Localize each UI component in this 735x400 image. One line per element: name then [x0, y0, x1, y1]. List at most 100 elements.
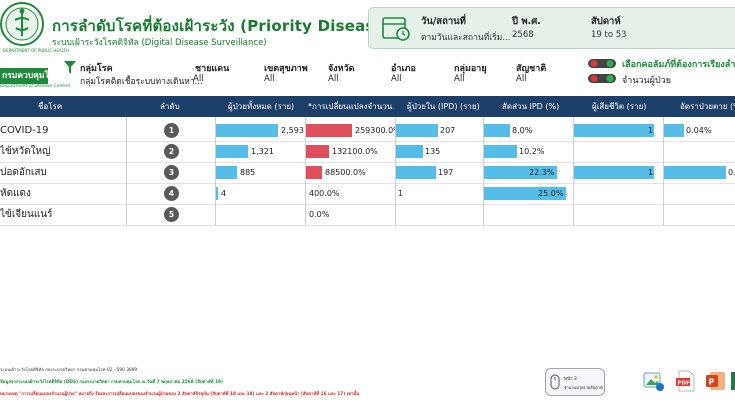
sort-column-title: เลือกคอลัมภ์ที่ต้องการเรียงลำ...: [622, 60, 735, 70]
deaths-bar: [574, 124, 654, 137]
rank-badge: 3: [164, 165, 179, 180]
ipd-ratio-value: 10.2%: [519, 147, 545, 156]
pdf-export-icon[interactable]: PDF: [675, 370, 697, 396]
change-rate-value: 132100.0%: [332, 147, 378, 156]
svg-text:PDF: PDF: [678, 381, 691, 387]
table-row[interactable]: หัดแดง 4 4 400.0% 1 25.0%: [0, 183, 735, 204]
sort-option-patients[interactable]: จำนวนผู้ป่วย: [622, 76, 671, 86]
filter-province-label: จังหวัด: [328, 64, 355, 74]
filter-disease-group-value[interactable]: กลุ่มโรคติดเชื้อระบบทางเดินหา...: [80, 77, 203, 87]
ipd-ratio-value: 22.3%: [529, 168, 555, 177]
rank-badge: 2: [164, 144, 179, 159]
page-2-label: หน้า 2: [564, 377, 577, 382]
cfr-bar: [664, 124, 684, 137]
page-2-button[interactable]: หน้า 2 จำนวนป่วยรายสัปดาห์: [545, 368, 605, 396]
total-patients-value: 885: [240, 168, 256, 177]
filter-province-value[interactable]: All: [328, 74, 339, 84]
disease-name: ปอดอักเสบ: [0, 167, 47, 178]
header-change-rate[interactable]: *การเปลี่ยนแปลงจำนวน...: [308, 102, 394, 111]
ipd-ratio-bar: [484, 187, 566, 200]
disease-name: COVID-19: [0, 125, 49, 136]
excel-export-icon[interactable]: [731, 372, 735, 394]
filter-icon[interactable]: [64, 60, 76, 79]
table-header: ชื่อโรค ลำดับ ผู้ป่วยทั้งหมด (ราย) *การเ…: [0, 96, 735, 117]
ipd-ratio-bar: [484, 166, 557, 179]
table-row[interactable]: COVID-19 1 2,593 259300.0% 207 8.0% 1 0.04%: [0, 120, 735, 141]
ipd-ratio-value: 8.0%: [512, 126, 533, 135]
cfr-bar: [664, 166, 726, 179]
footer-contact: ระบบเฝ้าระวังโรคดิจิทัล กองระบาดวิทยา กร…: [0, 368, 138, 373]
rank-badge: 1: [164, 123, 179, 138]
ipd-ratio-bar: [484, 145, 517, 158]
ipd-patients-value: 135: [425, 147, 441, 156]
ppt-export-icon[interactable]: P: [705, 370, 727, 396]
total-patients-bar: [216, 187, 218, 200]
total-patients-value: 1,321: [251, 147, 274, 156]
header-deaths[interactable]: ผู้เสียชีวิต (ราย): [592, 102, 647, 111]
change-rate-value: 0.0%: [309, 210, 330, 219]
calendar-icon: [381, 14, 411, 46]
header-case-fatality-rate[interactable]: อัตราป่วยตาย (%): [680, 102, 735, 111]
total-patients-bar: [216, 145, 248, 158]
filter-health-region-value[interactable]: All: [264, 74, 275, 84]
disease-name: ไข้หวัดใหญ่: [0, 146, 51, 157]
date-value[interactable]: ตามวันและสถานที่เริ่ม...: [421, 33, 511, 43]
header-ipd-ratio[interactable]: สัดส่วน IPD (%): [502, 102, 560, 111]
disease-name: หัดแดง: [0, 188, 31, 199]
ipd-patients-bar: [396, 145, 423, 158]
filter-nationality-value[interactable]: All: [516, 74, 527, 84]
ipd-patients-value: 197: [438, 168, 454, 177]
rank-badge: 5: [164, 207, 179, 222]
total-patients-value: 2,593: [281, 126, 304, 135]
total-patients-bar: [216, 166, 237, 179]
change-rate-bar: [306, 166, 322, 179]
header-total-patients[interactable]: ผู้ป่วยทั้งหมด (ราย): [228, 102, 295, 111]
total-patients-value: 4: [221, 189, 227, 198]
org-label: กรมควบคุมโรค: [0, 68, 48, 84]
year-label: ปี พ.ศ.: [512, 16, 541, 27]
table-row[interactable]: ปอดอักเสบ 3 885 88500.0% 197 22.3% 1 0.1: [0, 162, 735, 183]
filter-age-group-value[interactable]: All: [454, 74, 465, 84]
report-info-panel: วัน/สถานที่ ตามวันและสถานที่เริ่ม... ปี …: [368, 7, 735, 49]
ipd-ratio-value: 25.0%: [538, 189, 564, 198]
deaths-value: 1: [648, 168, 654, 177]
image-export-icon[interactable]: [643, 370, 665, 396]
table-row[interactable]: ไข้หวัดใหญ่ 2 1,321 132100.0% 135 10.2%: [0, 141, 735, 162]
ipd-patients-bar: [396, 166, 436, 179]
filter-nationality-label: สัญชาติ: [516, 64, 547, 74]
cfr-value: 0.1: [728, 168, 735, 177]
change-rate-bar: [306, 124, 352, 137]
footer-note: หมายเหตุ "การเปลี่ยนแปลงจำนวนผู้ป่วย" หม…: [0, 392, 360, 397]
date-label: วัน/สถานที่: [421, 16, 466, 27]
filter-district-value[interactable]: All: [391, 74, 402, 84]
change-rate-value: 88500.0%: [325, 168, 366, 177]
change-rate-bar: [306, 145, 329, 158]
week-label: สัปดาห์: [591, 16, 621, 27]
ipd-patients-bar: [396, 124, 438, 137]
change-rate-value: 259300.0%: [355, 126, 401, 135]
total-patients-bar: [216, 124, 278, 137]
header-rank[interactable]: ลำดับ: [160, 102, 180, 111]
moph-logo: [0, 0, 48, 60]
svg-text:P: P: [709, 378, 715, 387]
org-sub: Department of Disease Control: [0, 84, 70, 89]
header-ipd-patients[interactable]: ผู้ป่วยใน (IPD) (ราย): [407, 102, 480, 111]
week-value[interactable]: 19 to 53: [591, 30, 627, 40]
page-subtitle: ระบบเฝ้าระวังโรคดิจิทัล (Digital Disease…: [52, 38, 267, 48]
change-rate-value: 400.0%: [309, 189, 340, 198]
rank-badge: 4: [164, 186, 179, 201]
filter-border-label: ชายแดน: [195, 64, 230, 74]
deaths-bar: [574, 166, 654, 179]
page-title: การลำดับโรคที่ต้องเฝ้าระวัง (Priority Di…: [52, 17, 392, 35]
table-row[interactable]: ไข้เจียนแนร์ 5 0.0%: [0, 204, 735, 225]
logo-text: DEPARTMENT OF PUBLIC HEALTH: [3, 48, 69, 53]
year-value[interactable]: 2568: [512, 30, 534, 40]
filter-health-region-label: เขตสุขภาพ: [264, 64, 308, 74]
mouse-icon: [550, 374, 560, 394]
filter-age-group-label: กลุ่มอายุ: [454, 64, 487, 74]
footer-data-source: ข้อมูลจากระบบเฝ้าระวังโรคดิจิทัล (DDS) ก…: [0, 380, 223, 385]
filter-border-value[interactable]: All: [193, 74, 204, 84]
header-disease-name[interactable]: ชื่อโรค: [38, 102, 63, 111]
toggle-sort-column[interactable]: [588, 58, 618, 90]
cfr-value: 0.04%: [686, 126, 712, 135]
